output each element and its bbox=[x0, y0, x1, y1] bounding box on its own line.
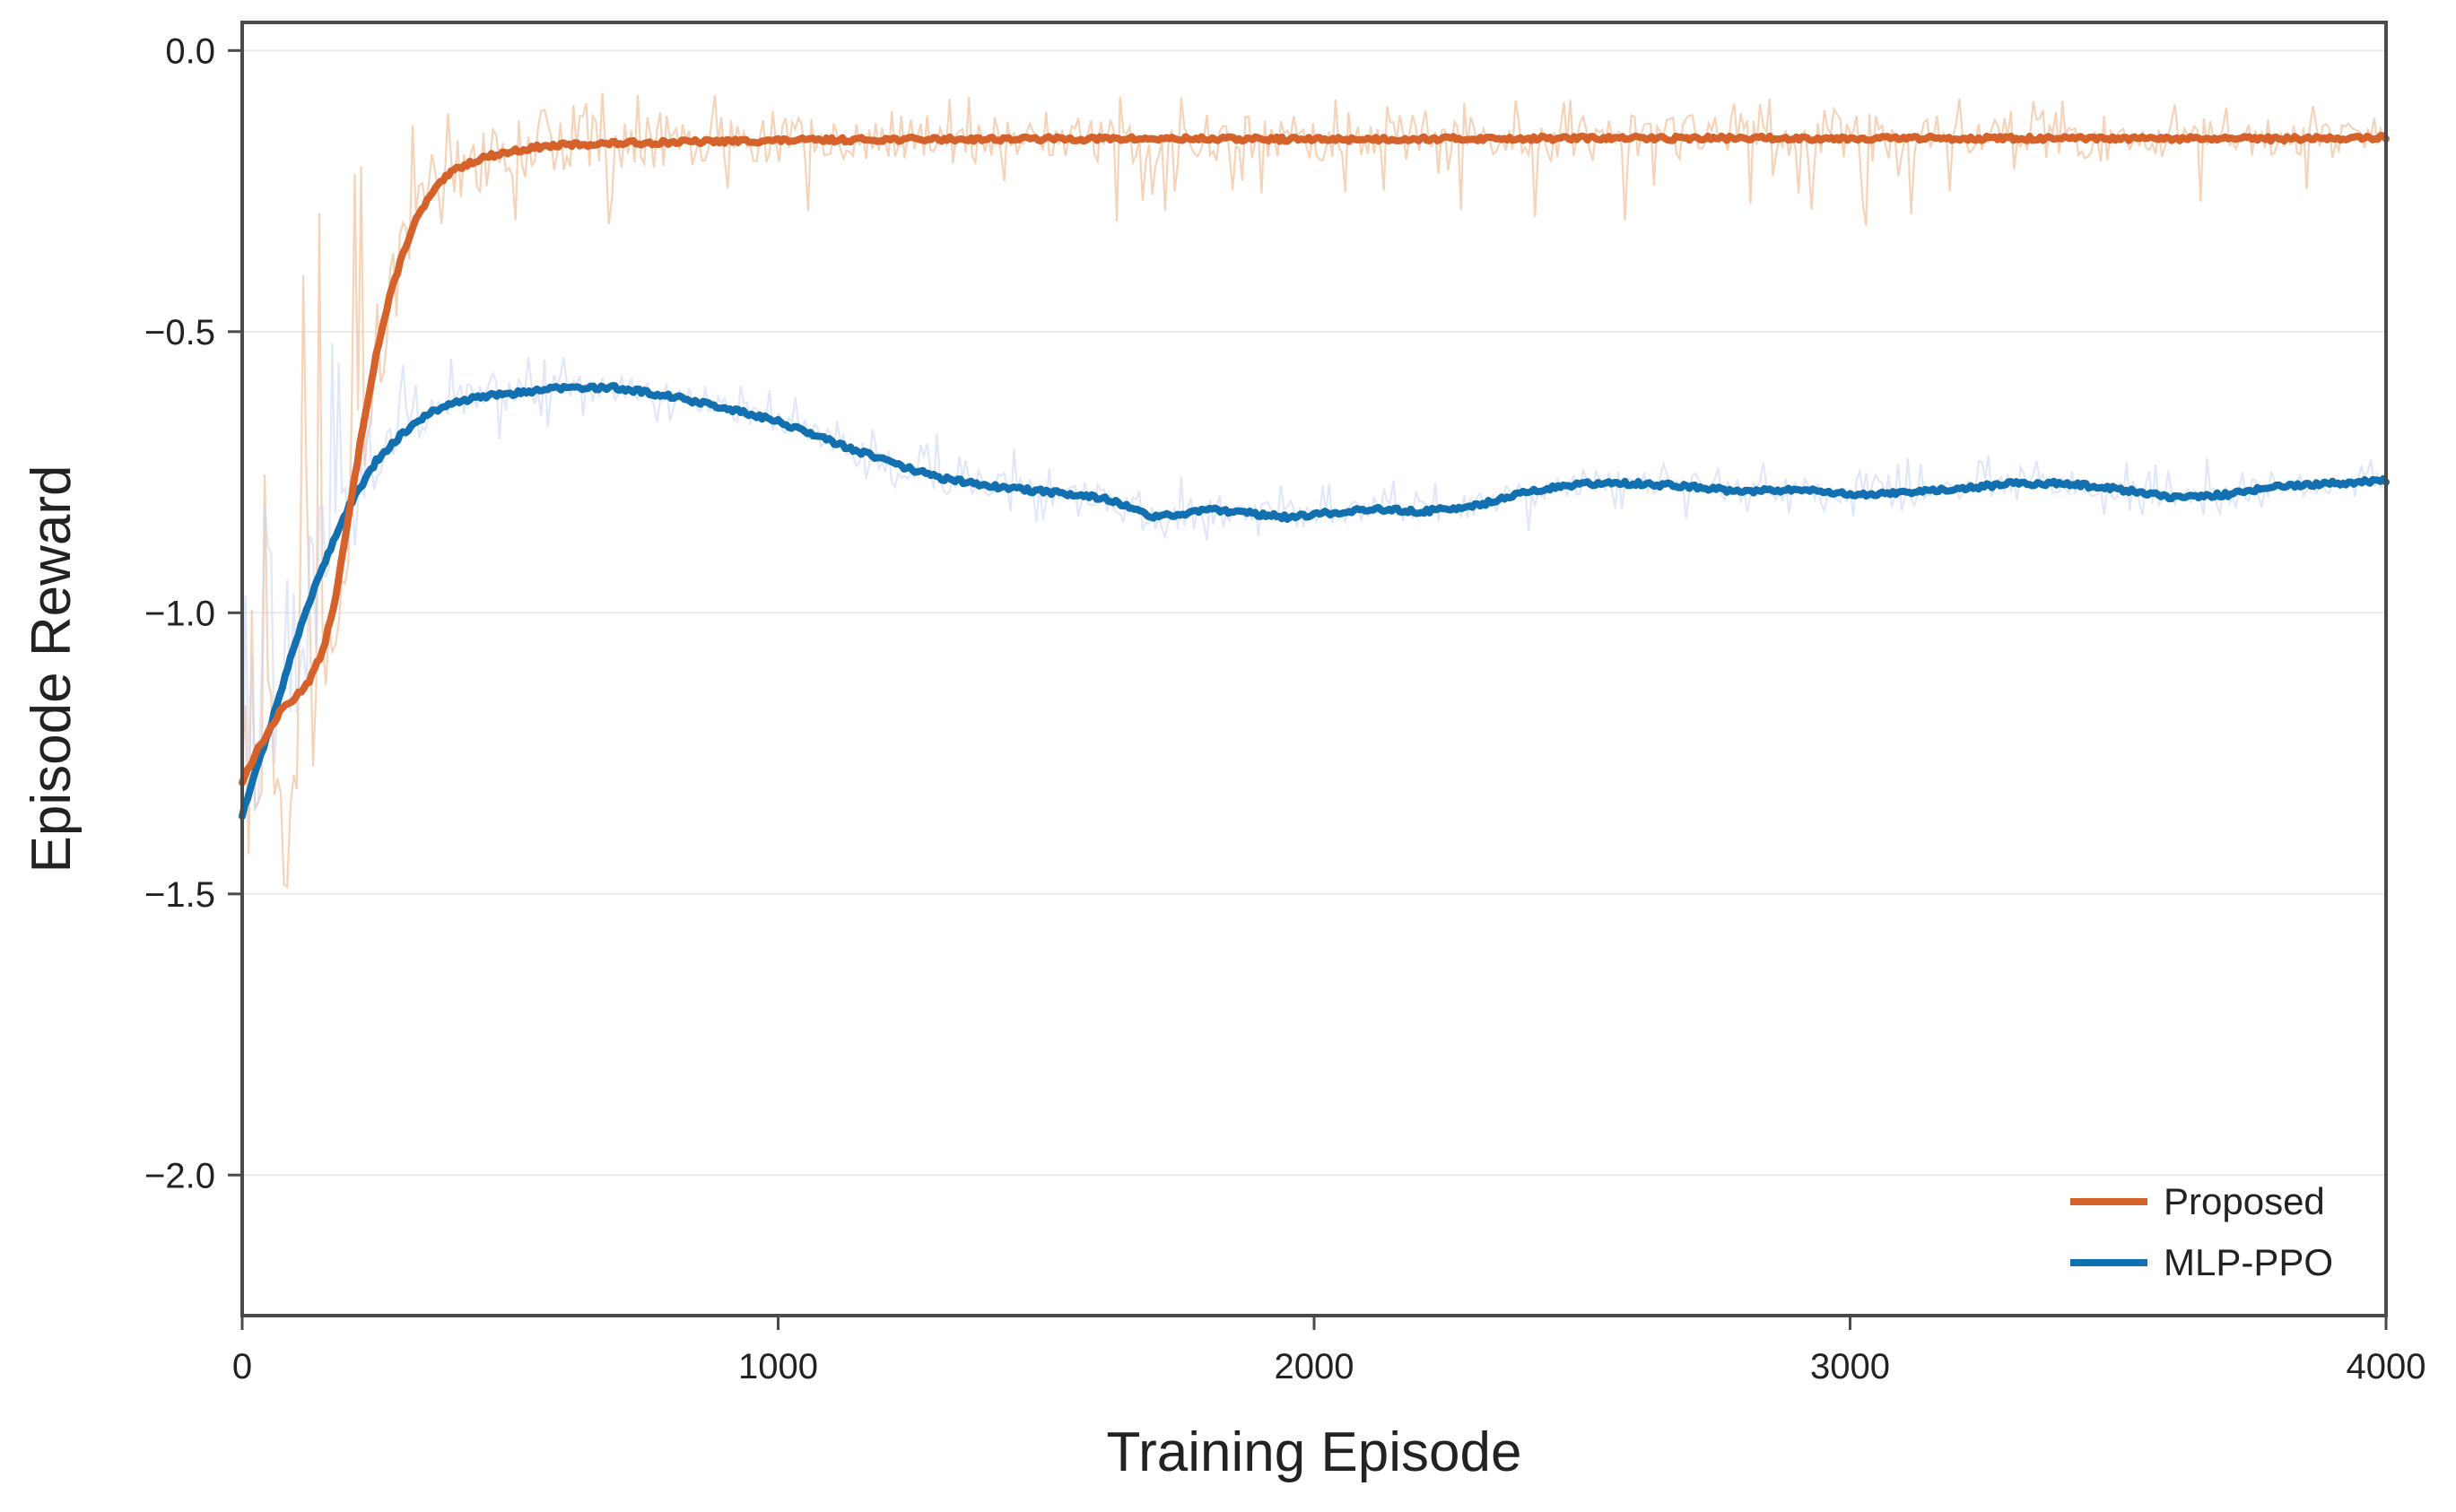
legend: Proposed MLP-PPO bbox=[2070, 1180, 2333, 1283]
y-tick-label: −2.0 bbox=[144, 1156, 215, 1195]
y-tick-label: −1.5 bbox=[144, 875, 215, 915]
raw-reward-traces bbox=[240, 92, 2385, 890]
x-tick-label: 4000 bbox=[2347, 1347, 2426, 1386]
y-tick-label: −0.5 bbox=[144, 313, 215, 352]
y-axis-ticks: 0.0 −0.5 −1.0 −1.5 −2.0 bbox=[144, 31, 242, 1195]
x-tick-label: 3000 bbox=[1810, 1347, 1890, 1386]
x-tick-label: 0 bbox=[232, 1347, 252, 1386]
y-tick-label: −1.0 bbox=[144, 594, 215, 633]
x-axis-title: Training Episode bbox=[1107, 1421, 1522, 1483]
raw-trace-mlp-ppo bbox=[240, 343, 2384, 837]
y-axis-title: Episode Reward bbox=[21, 465, 83, 873]
series-line-mlp-ppo bbox=[239, 382, 2390, 821]
plot-frame bbox=[240, 21, 2388, 1317]
raw-trace-proposed bbox=[240, 92, 2385, 890]
legend-label-proposed: Proposed bbox=[2164, 1180, 2325, 1222]
gridlines bbox=[242, 49, 2386, 1177]
series-line-proposed bbox=[239, 132, 2390, 786]
x-tick-label: 2000 bbox=[1275, 1347, 1354, 1386]
legend-label-mlp-ppo: MLP-PPO bbox=[2164, 1241, 2333, 1283]
x-axis-ticks: 0 1000 2000 3000 4000 bbox=[232, 1316, 2426, 1386]
smoothed-reward-lines bbox=[239, 132, 2390, 821]
y-tick-label: 0.0 bbox=[165, 31, 215, 71]
x-tick-label: 1000 bbox=[738, 1347, 818, 1386]
